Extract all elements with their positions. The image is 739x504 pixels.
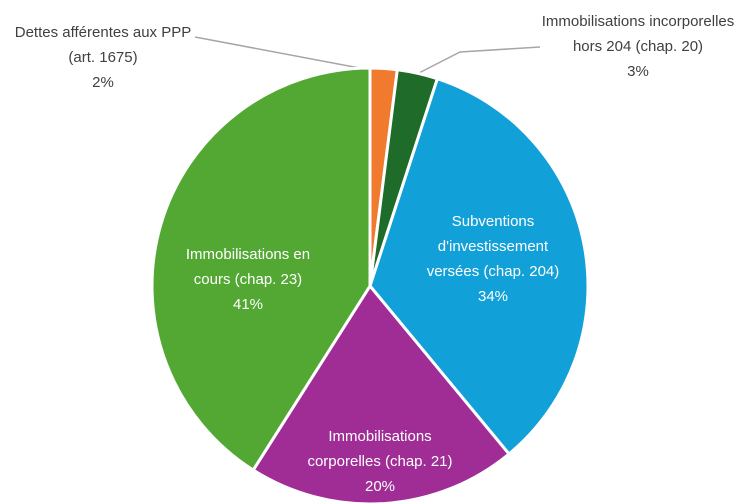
value-label: 2%	[92, 74, 114, 91]
pie-slice	[368, 77, 590, 456]
category-label: Immobilisations corporelles (chap. 21)	[307, 428, 453, 470]
category-label: Immobilisations incorporelles hors 204 (…	[541, 13, 735, 55]
slice-label: Immobilisations corporelles (chap. 21) 20…	[290, 424, 470, 499]
slice-label: Immobilisations en cours (chap. 23) 41%	[173, 242, 323, 317]
value-label: 34%	[477, 288, 509, 305]
slice-label: Dettes afférentes aux PPP (art. 1675) 2%	[6, 20, 201, 95]
leader-line	[414, 46, 541, 76]
leader-line	[194, 36, 371, 71]
category-label: Immobilisations en cours (chap. 23)	[185, 246, 311, 288]
pie-slice	[150, 66, 372, 472]
category-label: Subventions d'investissement versées (ch…	[426, 213, 560, 280]
value-label: 20%	[364, 478, 396, 495]
pie-slice	[251, 284, 511, 504]
value-label: 3%	[627, 63, 649, 80]
category-label: Dettes afférentes aux PPP (art. 1675)	[14, 24, 192, 66]
slice-label: Immobilisations incorporelles hors 204 (…	[536, 9, 739, 84]
slice-label: Subventions d'investissement versées (ch…	[416, 209, 571, 309]
value-label: 41%	[232, 296, 264, 313]
